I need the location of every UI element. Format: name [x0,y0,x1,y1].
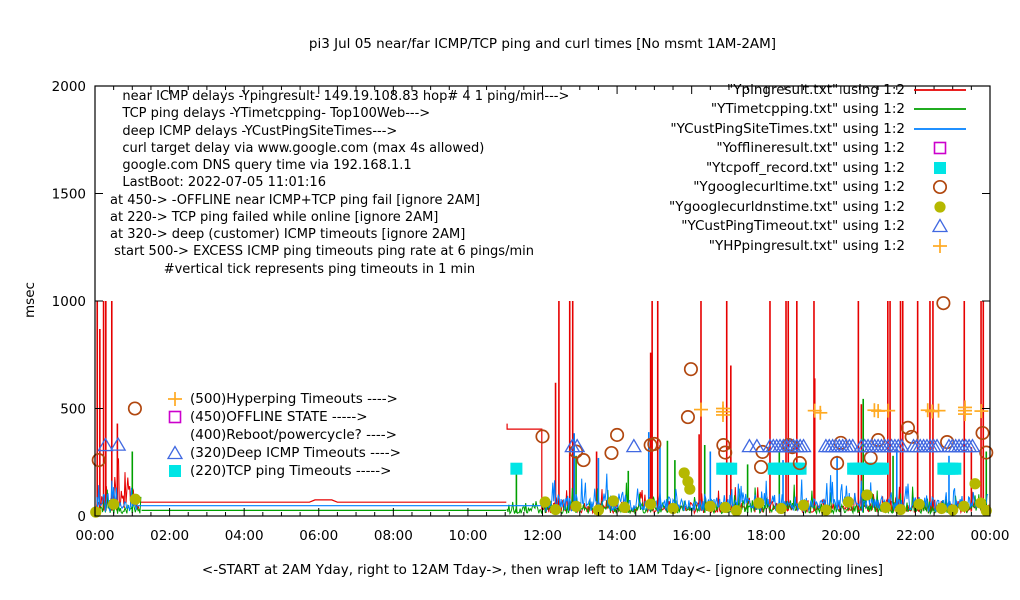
y-tick-label: 1500 [52,187,86,203]
legend-row: "Yofflineresult.txt" using 1:2 [669,139,968,159]
x-tick-label: 02:00 [150,528,189,544]
x-tick-label: 04:00 [225,528,264,544]
legend-row: "YCustPingTimeout.txt" using 1:2 [669,217,968,237]
legend-open-square-icon [912,140,968,156]
level-open-triangle-icon [160,444,190,462]
legend-label: "Ytcpoff_record.txt" using 1:2 [705,159,905,176]
level-filled-square-icon [160,462,190,480]
info-line: TCP ping delays -YTimetcpping- Top100Web… [110,106,431,122]
x-tick-label: 16:00 [672,528,711,544]
level-label: (500)Hyperping Timeouts ----> [190,391,398,407]
x-tick-label: 00:00 [76,528,115,544]
x-tick-label: 18:00 [747,528,786,544]
legend-row: "Ytcpoff_record.txt" using 1:2 [669,158,968,178]
x-tick-label: 06:00 [299,528,338,544]
series-YCustPingTimeout [97,436,981,453]
info-line: near ICMP delays -Ypingresult- 149.19.10… [110,89,570,104]
info-line: at 450-> -OFFLINE near ICMP+TCP ping fai… [110,192,481,208]
legend: "Ypingresult.txt" using 1:2 "YTimetcpping… [669,80,968,256]
x-tick-label: 20:00 [821,528,860,544]
annotation-info-block: near ICMP delays -Ypingresult- 149.19.10… [110,88,569,278]
level-no-icon [160,426,190,444]
info-line: google.com DNS query time via 192.168.1.… [110,158,412,173]
legend-line-icon [912,101,968,117]
legend-label: "YCustPingTimeout.txt" using 1:2 [681,218,905,235]
legend-open-circle-icon [912,179,968,195]
series-Ygooglecurldnstime [90,467,992,518]
legend-filled-square-icon [912,160,968,176]
legend-label: "YTimetcpping.txt" using 1:2 [710,101,905,118]
level-label: (220)TCP ping Timeouts -----> [190,463,392,479]
y-tick-label: 2000 [52,79,86,95]
legend-label: "YCustPingSiteTimes.txt" using 1:2 [670,120,905,137]
legend-row: "YHPpingresult.txt" using 1:2 [669,236,968,256]
x-tick-label: 00:00 [971,528,1010,544]
legend-row: "YTimetcpping.txt" using 1:2 [669,100,968,120]
y-tick-label: 1000 [52,294,86,310]
level-row: (450)OFFLINE STATE -----> [160,408,401,426]
series-YHPpingresult [693,400,989,422]
info-line: at 220-> TCP ping failed while online [i… [110,209,439,225]
info-line: LastBoot: 2022-07-05 11:01:16 [110,175,326,191]
y-tick-label: 500 [60,402,86,418]
level-row: (220)TCP ping Timeouts -----> [160,462,401,480]
level-plus-icon [160,390,190,408]
x-tick-label: 22:00 [896,528,935,544]
info-line: #vertical tick represents ping timeouts … [110,261,476,277]
legend-label: "Ygooglecurldnstime.txt" using 1:2 [669,198,905,215]
legend-line-icon [912,121,968,137]
level-row: (320)Deep ICMP Timeouts ----> [160,444,401,462]
annotation-level-block: (500)Hyperping Timeouts ----> (450)OFFLIN… [160,390,401,480]
level-label: (400)Reboot/powercycle? ----> [190,427,397,443]
x-tick-label: 08:00 [374,528,413,544]
x-tick-label: 10:00 [448,528,487,544]
legend-row: "Ygooglecurltime.txt" using 1:2 [669,178,968,198]
x-axis-label: <-START at 2AM Yday, right to 12AM Tday-… [201,562,884,578]
legend-open-triangle-icon [912,218,968,234]
legend-label: "YHPpingresult.txt" using 1:2 [708,237,905,254]
level-label: (320)Deep ICMP Timeouts ----> [190,445,401,461]
legend-row: "Ypingresult.txt" using 1:2 [669,80,968,100]
legend-line-icon [912,82,968,98]
legend-label: "Ygooglecurltime.txt" using 1:2 [693,179,905,196]
level-label: (450)OFFLINE STATE -----> [190,409,368,425]
series-Ytcpoff_record [510,462,962,475]
info-line: deep ICMP delays -YCustPingSiteTimes---> [110,123,398,139]
info-line: curl target delay via www.google.com (ma… [110,140,485,156]
legend-filled-circle-icon [912,199,968,215]
level-row: (500)Hyperping Timeouts ----> [160,390,401,408]
y-tick-label: 0 [77,509,86,525]
chart-title: pi3 Jul 05 near/far ICMP/TCP ping and cu… [308,36,777,52]
legend-row: "Ygooglecurldnstime.txt" using 1:2 [669,197,968,217]
level-open-square-icon [160,408,190,426]
legend-row: "YCustPingSiteTimes.txt" using 1:2 [669,119,968,139]
info-line: at 320-> deep (customer) ICMP timeouts [… [110,227,466,242]
info-line: start 500-> EXCESS ICMP ping timeouts pi… [110,244,534,260]
legend-label: "Yofflineresult.txt" using 1:2 [716,140,905,157]
legend-plus-icon [912,238,968,254]
x-tick-label: 12:00 [523,528,562,544]
legend-label: "Ypingresult.txt" using 1:2 [727,81,905,98]
x-tick-label: 14:00 [598,528,637,544]
level-row: (400)Reboot/powercycle? ----> [160,426,401,444]
axes-frame: 0 500 1000 1500 2000 00:00 02:00 04:00 06:00 08:0… [52,79,1010,544]
